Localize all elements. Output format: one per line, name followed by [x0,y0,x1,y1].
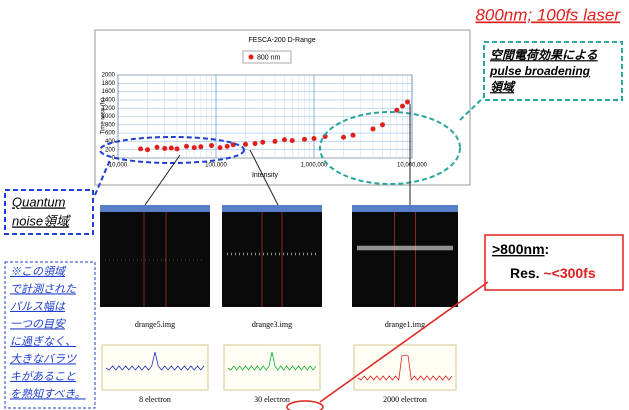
point [290,138,295,143]
slide: 800nm; 100fs laser FESCA-200 D-Range 800… [0,0,629,410]
image-caption: drange3.img [252,320,292,329]
point [169,146,174,151]
image-titlebar [100,205,210,212]
y-tick-label: 800 [105,122,116,128]
caution-text: で計測された [10,282,77,295]
legend-label: 800 nm [257,54,281,61]
image-caption: drange1.img [385,320,425,329]
caution-text: を熟知すべき。 [10,387,86,400]
electron-count: 30 electron [254,395,290,404]
point [175,146,180,151]
page: 800nm; 100fs laser FESCA-200 D-Range 800… [0,0,629,410]
result-line: >800nm: [492,241,549,257]
caution-text: キがあること [10,370,76,383]
caution-text: に過ぎなく、 [10,335,76,348]
point [145,147,150,152]
point [341,135,346,140]
electron-count: 8 electron [139,395,171,404]
space-charge-text: 領域 [490,80,516,94]
quantum-text: Quantum [12,194,66,209]
point [209,143,214,148]
header: 800nm; 100fs laser [475,5,621,24]
image-caption: drange5.img [135,320,175,329]
caution-text: パルス幅は [10,300,66,313]
result-circle [287,401,323,410]
y-tick-label: 1400 [102,97,116,103]
y-tick-label: 1200 [102,106,116,112]
image-titlebar [352,205,458,212]
point [282,137,287,142]
y-tick-label: 1600 [102,89,116,95]
point [400,104,405,109]
point [243,142,248,147]
point [225,144,230,149]
y-tick-label: 1000 [102,114,116,120]
point [218,145,223,150]
y-tick-label: 200 [105,147,116,153]
point [312,136,317,141]
result-wavelength: >800nm [492,241,545,257]
point [184,144,189,149]
x-tick-label: 10,000 [109,163,128,169]
space-charge-text: pulse broadening [489,64,591,78]
image-titlebar [222,205,322,212]
point [198,144,203,149]
y-tick-label: 600 [105,131,116,137]
point [302,137,307,142]
caution-text: 大きなバラツ [10,352,77,365]
camera-image [222,212,322,307]
x-tick-label: 1,000,000 [301,163,328,169]
chart-title: FESCA-200 D-Range [248,37,315,44]
y-tick-label: 2000 [102,73,116,79]
camera-image [100,212,210,307]
caution-text: 一つの目安 [10,317,66,330]
point [380,122,385,127]
point [260,140,265,145]
point [405,99,410,104]
result-colon: : [545,241,550,257]
result-line: Res. ~<300fs [510,265,596,281]
electron-count: 2000 electron [383,395,427,404]
caution-text: ※この領域 [10,265,67,278]
result-label: Res. [510,265,543,281]
point [371,126,376,131]
point [252,141,257,146]
point [138,146,143,151]
legend-marker [249,55,254,60]
x-tick-label: 100,000 [205,163,227,169]
y-tick-label: 1800 [102,81,116,87]
space-charge-text: 空間電荷効果による [490,48,598,62]
point [273,139,278,144]
point [162,146,167,151]
point [154,145,159,150]
point [350,133,355,138]
x-axis-label: Intensity [252,172,279,179]
result-value: ~<300fs [543,265,595,281]
quantum-text: noise領域 [12,213,71,228]
camera-image [352,212,458,307]
x-tick-label: 10,000,000 [397,163,428,169]
point [192,145,197,150]
